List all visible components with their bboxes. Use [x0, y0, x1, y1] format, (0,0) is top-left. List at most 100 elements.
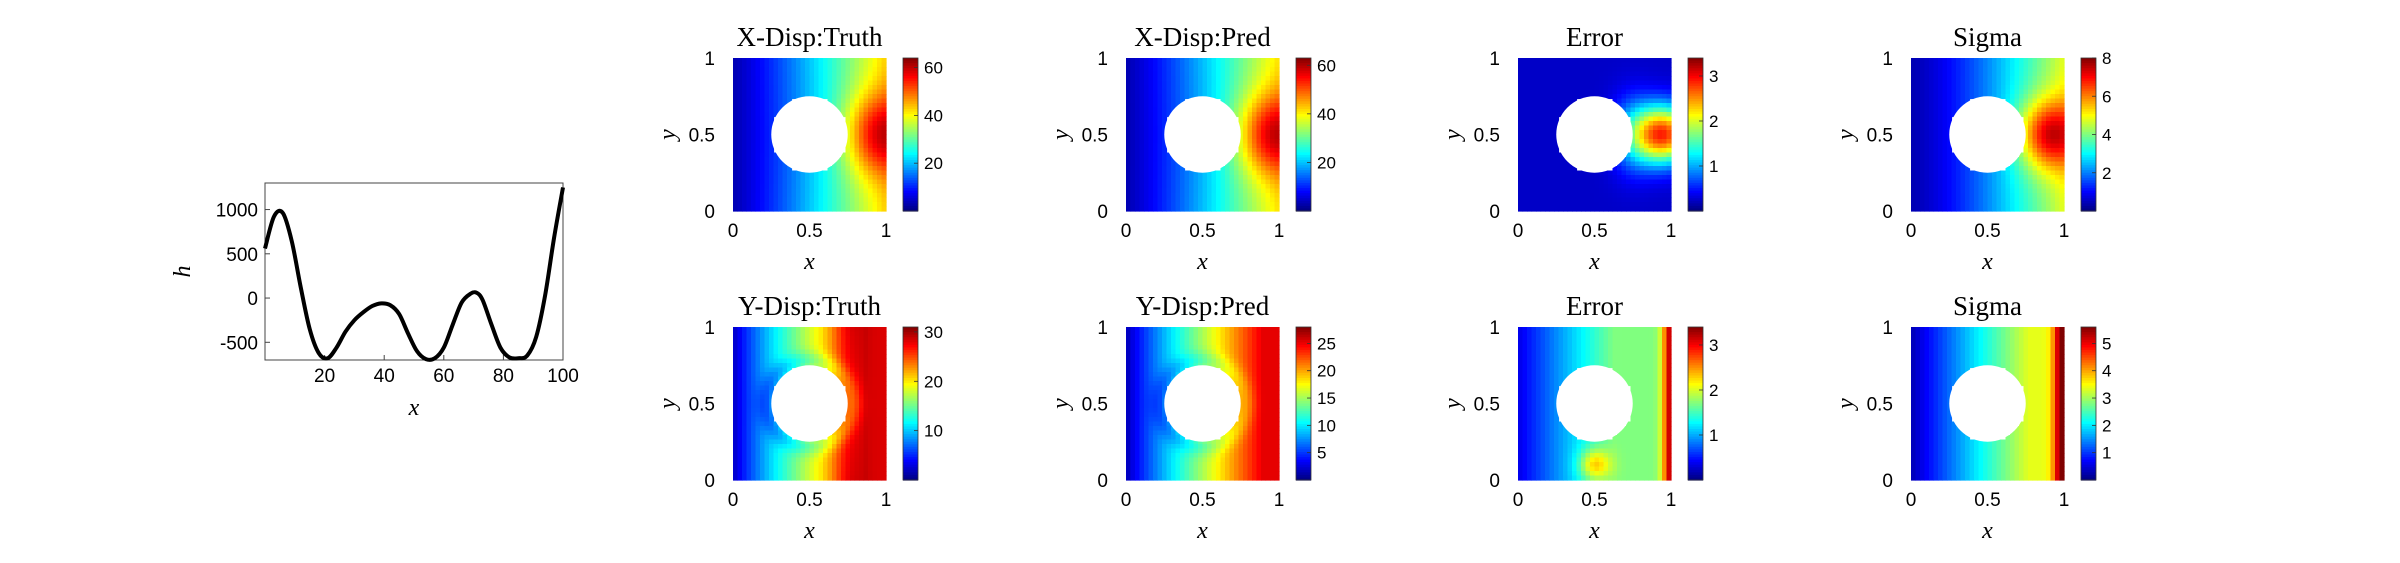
heatmap-cell — [1563, 193, 1569, 199]
colorbar-swatch — [903, 185, 918, 189]
heatmap-cell — [1911, 76, 1917, 82]
heatmap-cell — [773, 354, 779, 360]
heatmap-cell — [854, 71, 860, 77]
heatmap-cell — [823, 188, 829, 194]
heatmap-cell — [1252, 85, 1258, 91]
heatmap-cell — [1965, 98, 1971, 104]
heatmap-cell — [769, 466, 775, 472]
heatmap-cell — [1211, 71, 1217, 77]
heatmap-cell — [845, 340, 851, 346]
heatmap-cell — [742, 148, 748, 154]
heatmap-cell — [778, 327, 784, 333]
heatmap-cell — [1238, 157, 1244, 163]
heatmap-cell — [814, 80, 820, 86]
heatmap-cell — [841, 367, 847, 373]
heatmap-cell — [1166, 94, 1172, 100]
heatmap-cell — [742, 358, 748, 364]
heatmap-cell — [1247, 197, 1253, 203]
heatmap-cell — [1572, 193, 1578, 199]
heatmap-cell — [805, 170, 811, 176]
heatmap-cell — [2059, 197, 2065, 203]
heatmap-cell — [2028, 188, 2034, 194]
heatmap-cell — [2010, 206, 2016, 212]
heatmap-cell — [845, 58, 851, 64]
heatmap-cell — [1947, 62, 1953, 68]
heatmap-cell — [773, 367, 779, 373]
heatmap-cell — [1247, 58, 1253, 64]
heatmap-cell — [859, 62, 865, 68]
heatmap-cell — [764, 143, 770, 149]
heatmap-cell — [1653, 130, 1659, 136]
colorbar-swatch — [1688, 58, 1703, 62]
heatmap-cell — [746, 121, 752, 127]
heatmap-cell — [769, 125, 775, 131]
heatmap-cell — [863, 197, 869, 203]
colorbar-tick-label: 1 — [1709, 157, 1718, 176]
heatmap-cell — [1238, 134, 1244, 140]
heatmap-cell — [1265, 202, 1271, 208]
heatmap-cell — [832, 435, 838, 441]
heatmap-cell — [1198, 71, 1204, 77]
heatmap-cell — [760, 444, 766, 450]
heatmap-cell — [859, 206, 865, 212]
heatmap-cell — [1956, 170, 1962, 176]
heatmap-cell — [782, 71, 788, 77]
heatmap-cell — [859, 80, 865, 86]
heatmap-cell — [2037, 94, 2043, 100]
heatmap-cell — [760, 412, 766, 418]
colorbar-swatch — [903, 144, 918, 148]
heatmap-cell — [863, 457, 869, 463]
heatmap-cell — [1234, 76, 1240, 82]
heatmap-cell — [1247, 175, 1253, 181]
heatmap-cell — [2028, 58, 2034, 64]
heatmap-cell — [1184, 67, 1190, 73]
heatmap-cell — [1576, 80, 1582, 86]
heatmap-cell — [751, 435, 757, 441]
heatmap-cell — [872, 130, 878, 136]
heatmap-cell — [2019, 103, 2025, 109]
heatmap-cell — [859, 435, 865, 441]
heatmap-cell — [1549, 143, 1555, 149]
heatmap-cell — [1585, 193, 1591, 199]
heatmap-cell — [1536, 157, 1542, 163]
colorbar-swatch — [2081, 96, 2096, 100]
heatmap-cell — [769, 80, 775, 86]
heatmap-cell — [1603, 197, 1609, 203]
heatmap-cell — [1243, 67, 1249, 73]
heatmap-cell — [2041, 202, 2047, 208]
heatmap-cell — [1261, 139, 1267, 145]
heatmap-cell — [805, 331, 811, 337]
heatmap-cell — [737, 417, 743, 423]
heatmap-cell — [1274, 67, 1280, 73]
heatmap-cell — [1644, 188, 1650, 194]
heatmap-cell — [760, 435, 766, 441]
heatmap-cell — [1576, 89, 1582, 95]
heatmap-cell — [751, 193, 757, 199]
heatmap-cell — [1153, 76, 1159, 82]
heatmap-cell — [733, 170, 739, 176]
heatmap-cell — [800, 363, 806, 369]
heatmap-cell — [1929, 67, 1935, 73]
heatmap-cell — [1247, 98, 1253, 104]
heatmap-cell — [1180, 188, 1186, 194]
heatmap-cell — [746, 376, 752, 382]
heatmap-cell — [2019, 112, 2025, 118]
heatmap-cell — [1527, 202, 1533, 208]
colorbar-swatch — [1296, 116, 1311, 120]
heatmap-cell — [872, 76, 878, 82]
heatmap-cell — [1956, 184, 1962, 190]
heatmap-cell — [746, 439, 752, 445]
colorbar-swatch — [903, 114, 918, 118]
heatmap-cell — [1666, 121, 1672, 127]
heatmap-cell — [751, 417, 757, 423]
heatmap-cell — [1243, 184, 1249, 190]
heatmap-cell — [872, 161, 878, 167]
heatmap-cell — [1666, 139, 1672, 145]
heatmap-cell — [1965, 179, 1971, 185]
heatmap-cell — [1274, 103, 1280, 109]
heatmap-cell — [760, 372, 766, 378]
colorbar-swatch — [903, 175, 918, 179]
colorbar-swatch — [903, 195, 918, 199]
colorbar-swatch — [1296, 160, 1311, 164]
heatmap-cell — [881, 166, 887, 172]
